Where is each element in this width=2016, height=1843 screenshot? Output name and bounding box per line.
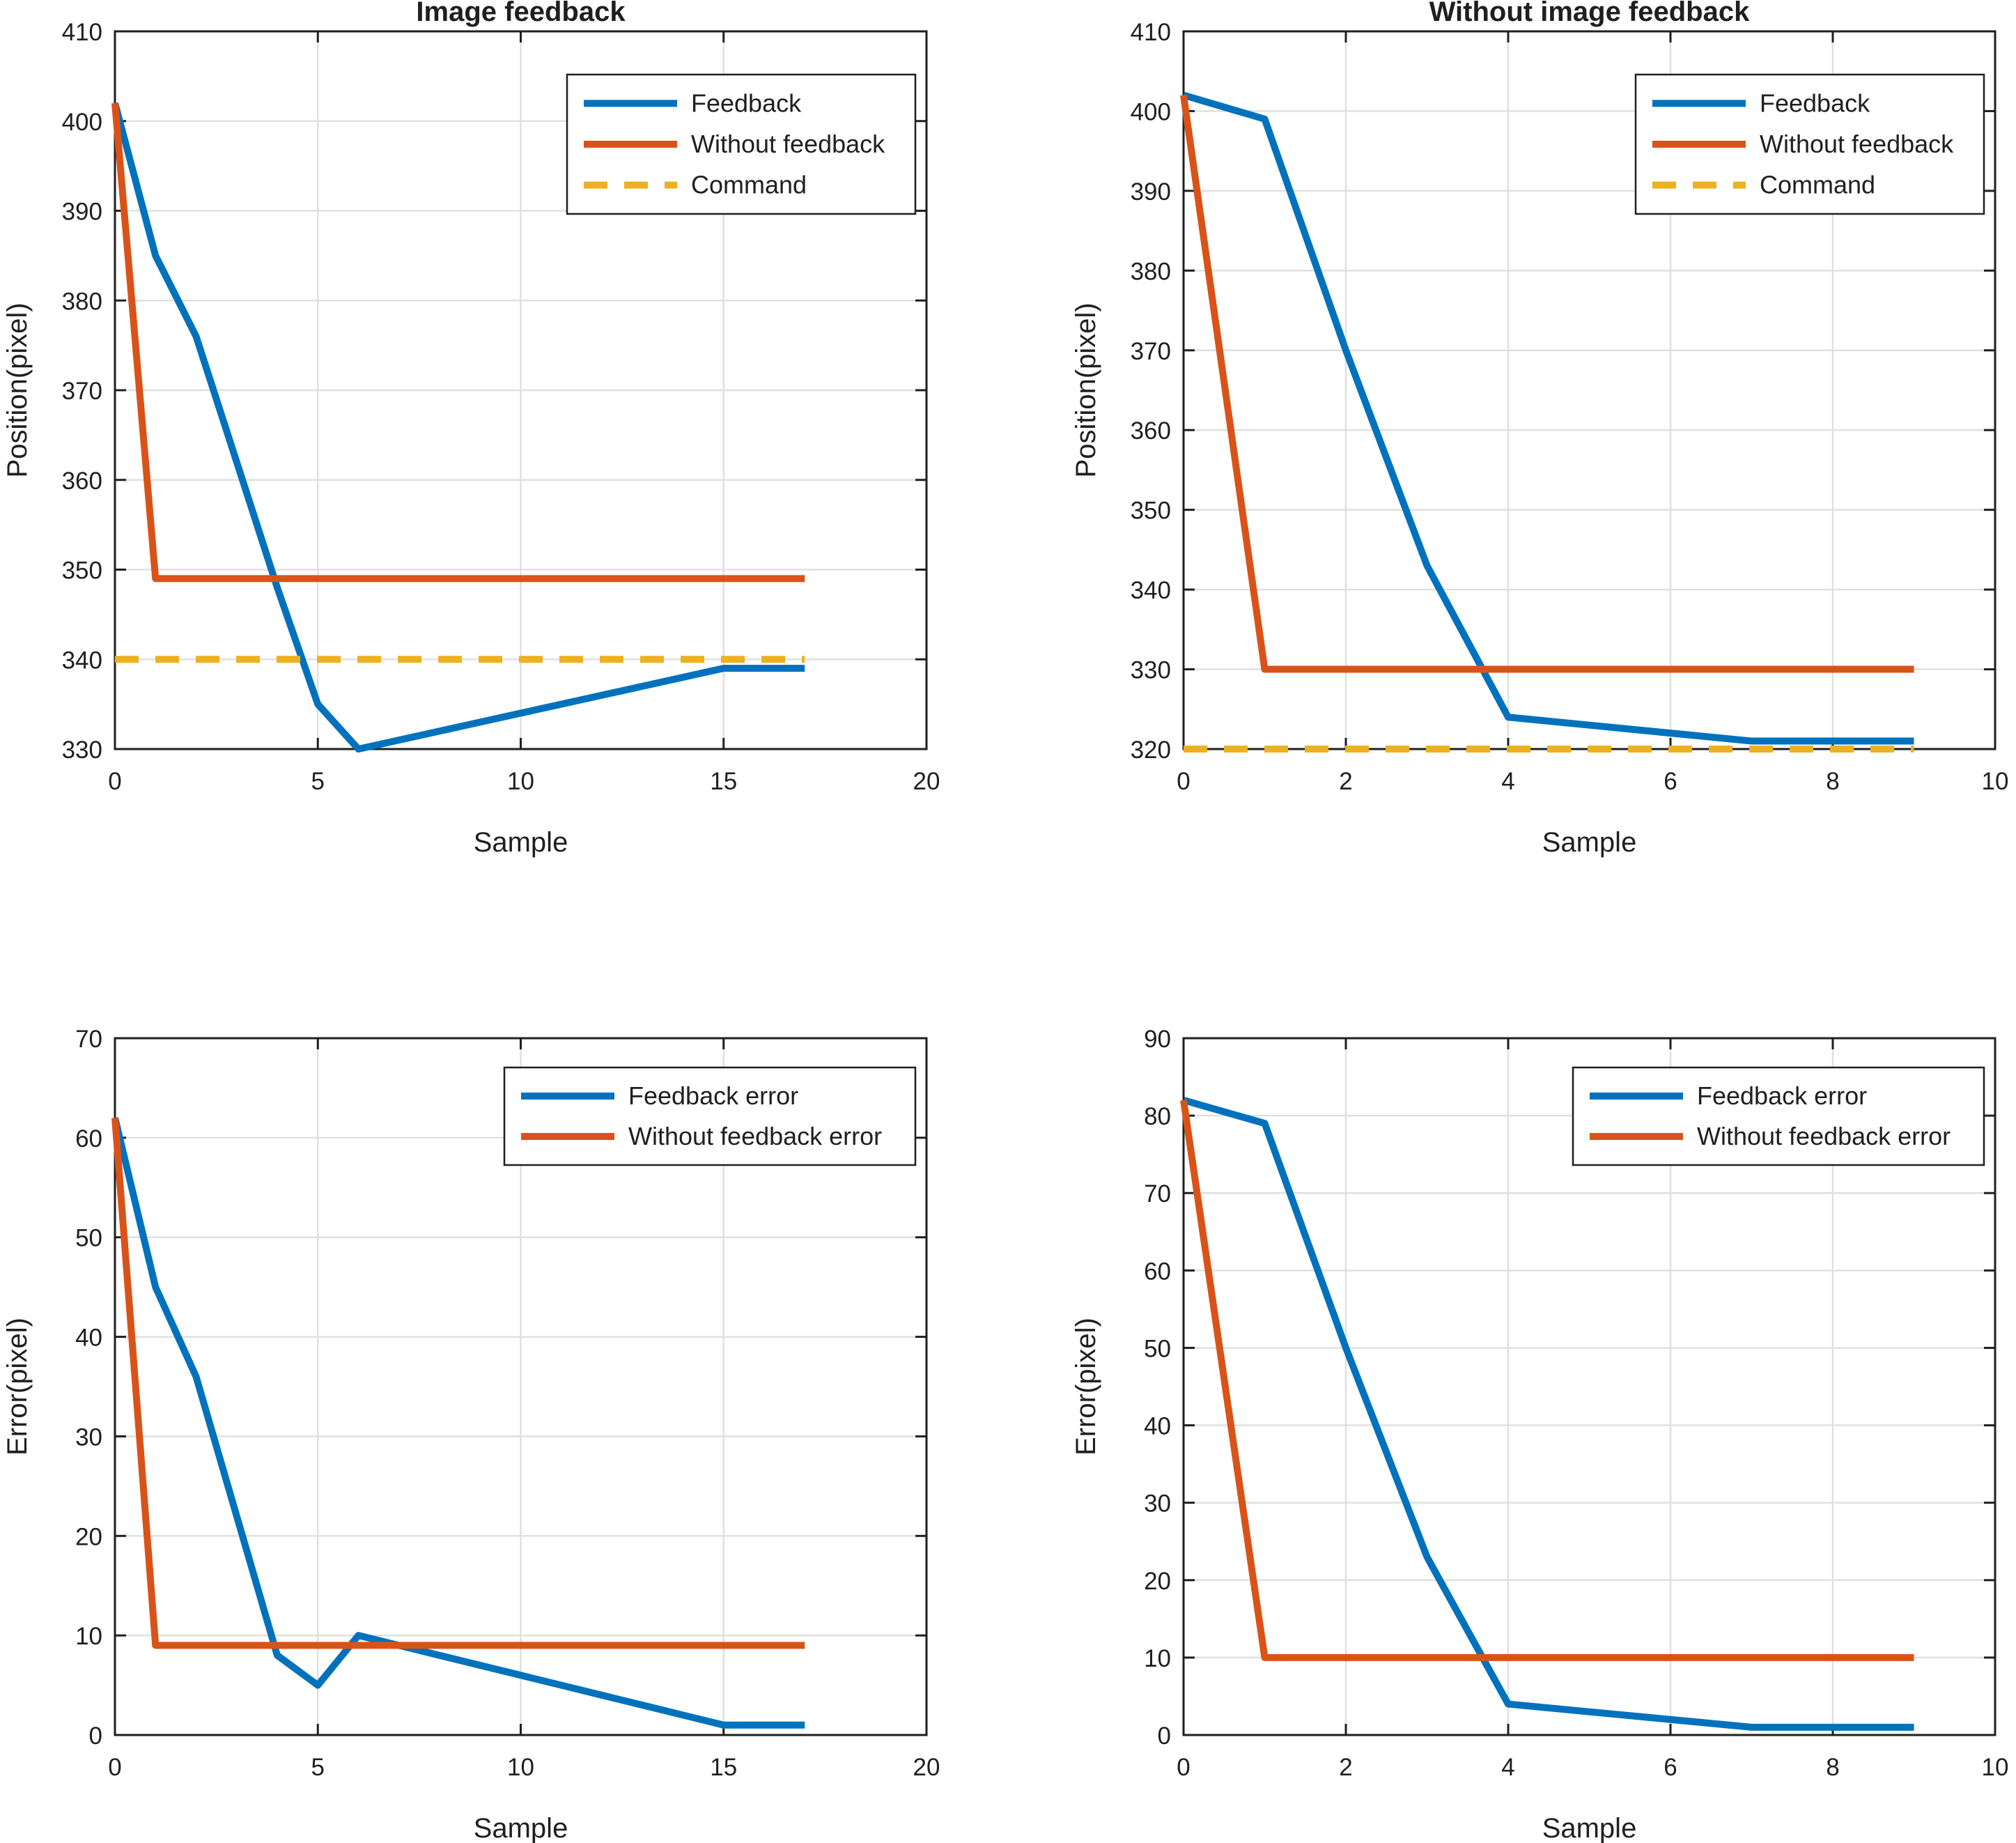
y-tick-label: 340 — [62, 647, 102, 674]
series-line-without-feedback — [1180, 94, 1914, 673]
y-tick-label: 30 — [75, 1424, 102, 1451]
series-line-feedback-error — [111, 1117, 805, 1729]
x-tick-label: 15 — [710, 768, 737, 795]
legend-label-feedback-error: Feedback error — [628, 1081, 798, 1110]
y-tick-label: 340 — [1131, 577, 1171, 604]
y-tick-label: 350 — [62, 557, 102, 585]
y-tick-label: 70 — [1144, 1180, 1171, 1208]
y-axis-label: Error(pixel) — [2, 1318, 33, 1456]
x-tick-label: 2 — [1339, 768, 1352, 795]
legend-label-feedback: Feedback — [691, 88, 802, 117]
plot-image-feedback: 0 5 10 15 20 330 340 350 360 370 380 390 400 410 Sampl… — [2, 0, 940, 858]
x-tick-label: 0 — [108, 1754, 121, 1781]
y-tick-label: 360 — [62, 468, 102, 495]
chart-title: Image feedback — [416, 0, 626, 27]
legend-box — [503, 1066, 917, 1166]
y-tick-label: 370 — [62, 378, 102, 405]
y-tick-label: 410 — [1131, 19, 1171, 46]
y-tick-label: 410 — [62, 19, 102, 46]
y-tick-label: 0 — [89, 1722, 102, 1750]
chart-title: Without image feedback — [1429, 0, 1750, 27]
x-tick-label: 5 — [311, 768, 325, 795]
y-tick-label: 10 — [1144, 1645, 1171, 1672]
y-tick-label: 90 — [1144, 1026, 1171, 1053]
legend-label-without-feedback: Without feedback — [1760, 130, 1954, 158]
series-line-feedback-error — [1182, 1097, 1914, 1731]
x-tick-label: 6 — [1664, 1754, 1677, 1781]
y-tick-label: 390 — [62, 199, 102, 226]
x-tick-label: 2 — [1339, 1754, 1352, 1781]
y-tick-label: 400 — [1131, 98, 1171, 125]
chart-error-image-feedback: 0 5 10 15 20 0 10 20 30 40 50 60 70 Sample Error(pixel… — [0, 927, 1008, 1843]
legend-label-command: Command — [1760, 171, 1875, 199]
y-tick-label: 370 — [1131, 338, 1171, 365]
x-tick-label: 15 — [710, 1754, 737, 1781]
series-line-feedback — [1182, 91, 1914, 745]
y-tick-label: 380 — [1131, 258, 1171, 285]
x-tick-label: 10 — [1982, 768, 2009, 795]
plot-error-pixel-: 0 5 10 15 20 0 10 20 30 40 50 60 70 Sample Error(pixel… — [2, 1026, 940, 1843]
x-tick-label: 8 — [1826, 768, 1839, 795]
x-tick-label: 4 — [1501, 768, 1514, 795]
x-axis-label: Sample — [1542, 1813, 1637, 1843]
y-tick-label: 390 — [1131, 178, 1171, 206]
legend-label-feedback: Feedback — [1760, 88, 1870, 117]
chart-position-without-image-feedback: 0 2 4 6 8 10 320 330 340 350 360 370 380 390 400 410 Sam… — [1008, 0, 2016, 927]
y-tick-label: 400 — [62, 109, 102, 136]
x-tick-label: 0 — [1177, 1754, 1190, 1781]
x-tick-label: 6 — [1664, 768, 1677, 795]
y-tick-label: 40 — [1144, 1413, 1171, 1440]
y-tick-label: 70 — [75, 1026, 102, 1053]
axis-box — [1182, 1037, 1996, 1736]
legend-label-without-feedback: Without feedback — [691, 130, 885, 158]
y-tick-label: 330 — [62, 737, 102, 764]
chart-error-without-image-feedback: 0 2 4 6 8 10 0 10 20 30 40 50 60 70 80 90 Sample Error(pi… — [1008, 927, 2016, 1843]
plot-without-image-feedback: 0 2 4 6 8 10 320 330 340 350 360 370 380 390 400 410 Sam… — [1071, 0, 2009, 858]
legend-box — [1572, 1066, 1985, 1166]
x-tick-label: 0 — [1177, 768, 1190, 795]
y-tick-label: 50 — [75, 1225, 102, 1252]
y-tick-label: 60 — [1144, 1258, 1171, 1285]
y-tick-label: 330 — [1131, 657, 1171, 684]
y-tick-label: 60 — [75, 1125, 102, 1152]
x-tick-label: 0 — [108, 768, 121, 795]
x-tick-label: 20 — [913, 768, 940, 795]
y-tick-label: 30 — [1144, 1490, 1171, 1518]
y-tick-label: 20 — [1144, 1568, 1171, 1595]
legend-label-feedback-error: Feedback error — [1697, 1081, 1867, 1110]
x-axis-label: Sample — [474, 827, 568, 858]
x-tick-label: 20 — [913, 1754, 940, 1781]
y-tick-label: 360 — [1131, 417, 1171, 445]
legend-label-without-feedback-error: Without feedback error — [1697, 1122, 1951, 1150]
y-tick-label: 50 — [1144, 1335, 1171, 1362]
x-tick-label: 8 — [1826, 1754, 1839, 1781]
y-tick-label: 10 — [75, 1623, 102, 1650]
series-line-without-feedback-error — [111, 1117, 805, 1649]
series-line-feedback — [111, 102, 805, 753]
x-tick-label: 5 — [311, 1754, 325, 1781]
plot-error-pixel-: 0 2 4 6 8 10 0 10 20 30 40 50 60 70 80 90 Sample Error(pi… — [1071, 1026, 2009, 1843]
legend-label-command: Command — [691, 171, 807, 199]
x-tick-label: 10 — [507, 768, 534, 795]
legend-label-without-feedback-error: Without feedback error — [628, 1122, 882, 1150]
x-tick-label: 4 — [1501, 1754, 1514, 1781]
y-tick-label: 20 — [75, 1523, 102, 1550]
y-tick-label: 40 — [75, 1325, 102, 1352]
y-axis-label: Position(pixel) — [2, 302, 33, 477]
x-tick-label: 10 — [507, 1754, 534, 1781]
y-axis-label: Position(pixel) — [1071, 302, 1101, 477]
y-axis-label: Error(pixel) — [1071, 1318, 1101, 1456]
series-line-without-feedback-error — [1180, 1100, 1914, 1661]
y-tick-label: 380 — [62, 288, 102, 315]
x-axis-label: Sample — [1542, 827, 1637, 858]
y-tick-label: 0 — [1158, 1722, 1171, 1750]
y-tick-label: 350 — [1131, 498, 1171, 525]
series-line-without-feedback — [111, 102, 805, 583]
chart-position-image-feedback: 0 5 10 15 20 330 340 350 360 370 380 390 400 410 Sampl… — [0, 0, 1008, 927]
x-tick-label: 10 — [1982, 1754, 2009, 1781]
y-tick-label: 320 — [1131, 737, 1171, 764]
y-tick-label: 80 — [1144, 1103, 1171, 1130]
x-axis-label: Sample — [474, 1813, 568, 1843]
